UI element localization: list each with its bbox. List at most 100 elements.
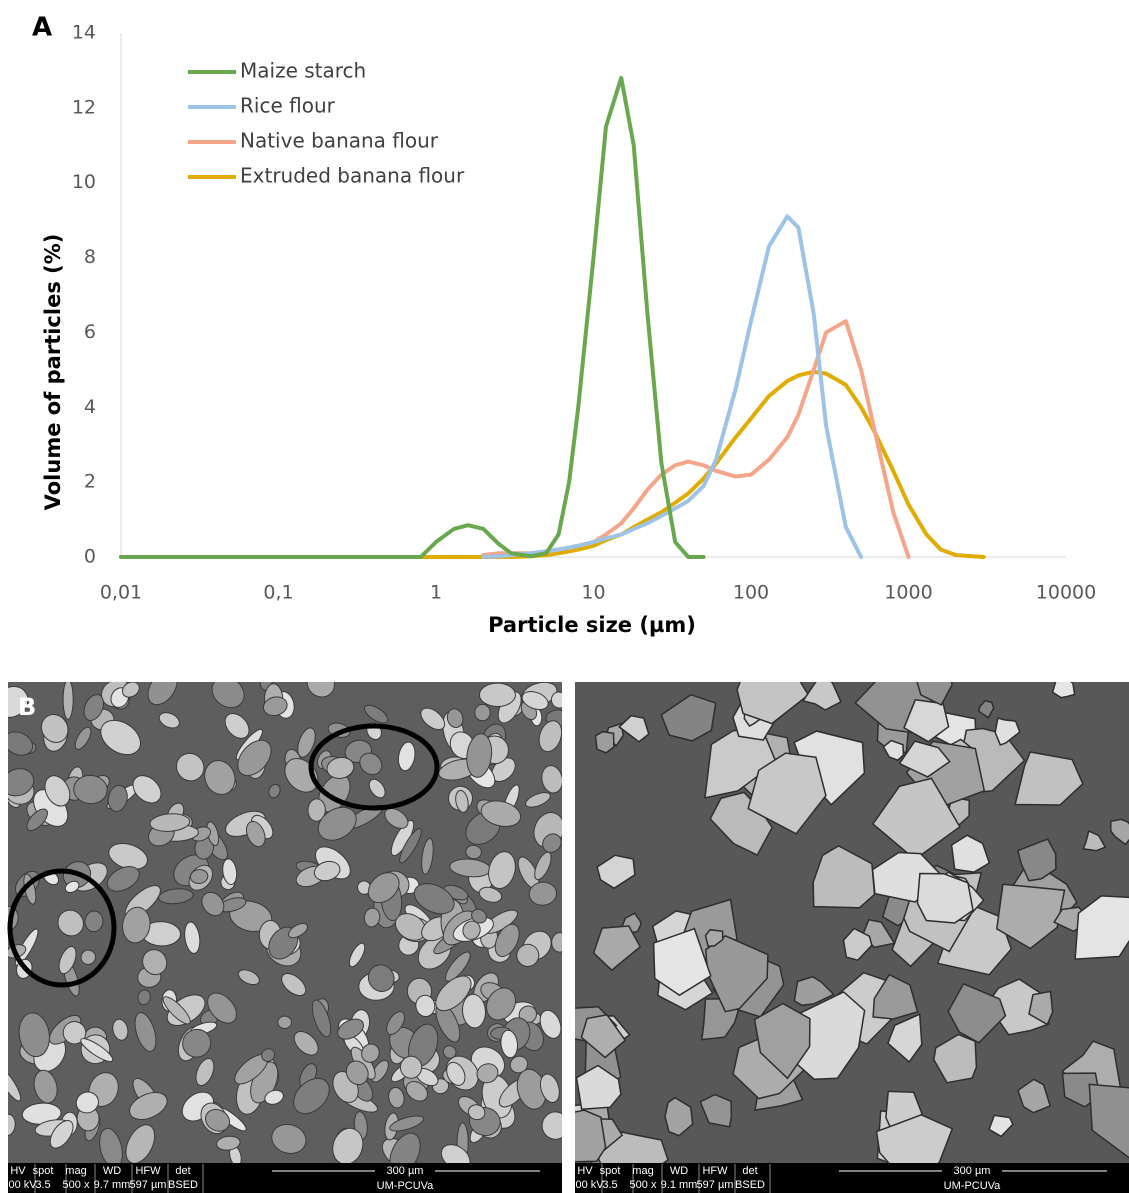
info-value: 500 x	[630, 1179, 657, 1191]
x-tick-label: 0,1	[263, 582, 293, 604]
granule	[125, 1124, 156, 1163]
info-header: mag	[632, 1165, 653, 1177]
particle	[875, 1113, 954, 1163]
granule	[237, 739, 272, 777]
info-bar	[575, 1163, 1129, 1193]
info-value: 3.5	[602, 1179, 617, 1191]
granule	[421, 837, 434, 875]
granule	[261, 1048, 276, 1062]
granule	[281, 973, 307, 997]
info-value: 3.5	[35, 1179, 50, 1191]
particle	[793, 975, 835, 1007]
legend-label: Maize starch	[240, 59, 366, 83]
granule	[112, 1018, 129, 1041]
granule	[367, 872, 400, 904]
granule	[413, 883, 455, 915]
granule	[550, 691, 562, 709]
particle	[916, 682, 954, 706]
granule	[405, 1080, 428, 1102]
granule	[462, 993, 486, 1029]
granule	[486, 987, 516, 1021]
x-tick-label: 1	[430, 582, 442, 604]
panel-label: A	[32, 13, 52, 43]
granule	[539, 1009, 562, 1039]
scale-label-bg	[942, 1164, 1002, 1178]
x-tick-label: 10	[581, 582, 605, 604]
particle	[903, 698, 950, 743]
granule	[444, 951, 471, 982]
granule	[389, 1132, 421, 1163]
granule	[541, 1111, 562, 1140]
granule	[297, 727, 316, 758]
granule	[509, 1055, 529, 1074]
granule	[361, 1043, 380, 1063]
particle	[596, 854, 636, 890]
legend-label: Rice flour	[240, 94, 336, 118]
granule	[386, 1011, 405, 1036]
particle	[812, 845, 876, 909]
granule	[480, 800, 522, 827]
particle	[871, 777, 961, 861]
x-tick-label: 0,01	[100, 582, 142, 604]
granule	[277, 1015, 292, 1029]
highlight-circle	[308, 723, 440, 811]
info-header: WD	[670, 1165, 688, 1177]
granule	[211, 682, 245, 709]
granule	[271, 1123, 307, 1154]
granule	[162, 996, 191, 1025]
panel-label: B	[18, 693, 36, 721]
granule	[49, 1120, 74, 1149]
info-header: spot	[33, 1165, 54, 1177]
info-header: spot	[600, 1165, 621, 1177]
granule	[73, 774, 108, 805]
lab-label: UM-PCUVa	[377, 1180, 435, 1192]
info-header: det	[175, 1165, 190, 1177]
granule	[182, 1028, 212, 1058]
particle	[1017, 1078, 1052, 1114]
granule	[332, 1127, 364, 1163]
granule	[307, 798, 326, 822]
granule	[33, 1069, 58, 1104]
particle	[575, 1064, 622, 1111]
granule	[293, 1077, 330, 1115]
granule	[18, 1012, 50, 1058]
particle	[994, 717, 1021, 746]
granule	[8, 1113, 16, 1136]
y-tick-label: 10	[72, 171, 96, 193]
particle	[1088, 1083, 1129, 1159]
y-tick-label: 8	[84, 246, 96, 268]
particle	[1028, 990, 1054, 1026]
granule	[184, 921, 201, 954]
info-value: 5.00 kV	[566, 1179, 604, 1191]
granule	[132, 775, 162, 804]
particle	[652, 927, 712, 997]
particle	[575, 1109, 607, 1163]
particle	[947, 982, 1007, 1044]
y-tick-label: 14	[72, 22, 96, 44]
granule	[311, 999, 332, 1038]
granule	[149, 813, 191, 832]
granule	[471, 908, 487, 924]
granule	[478, 682, 516, 708]
granule	[420, 707, 446, 731]
granule	[500, 1029, 519, 1059]
series-line	[119, 369, 986, 559]
granule	[399, 1055, 423, 1079]
granule	[80, 1038, 114, 1063]
granule	[262, 696, 288, 717]
particle	[736, 682, 810, 725]
granule	[534, 851, 552, 881]
info-header: HFW	[135, 1165, 161, 1177]
granule	[58, 946, 77, 975]
granule	[521, 691, 549, 711]
granule	[516, 943, 540, 967]
granule	[317, 806, 357, 841]
granule	[158, 712, 180, 729]
particle	[872, 973, 919, 1020]
granule	[175, 752, 205, 782]
info-value: BSED	[168, 1179, 198, 1191]
granule	[446, 708, 464, 729]
info-value: 500 x	[63, 1179, 90, 1191]
granule	[337, 1018, 364, 1040]
